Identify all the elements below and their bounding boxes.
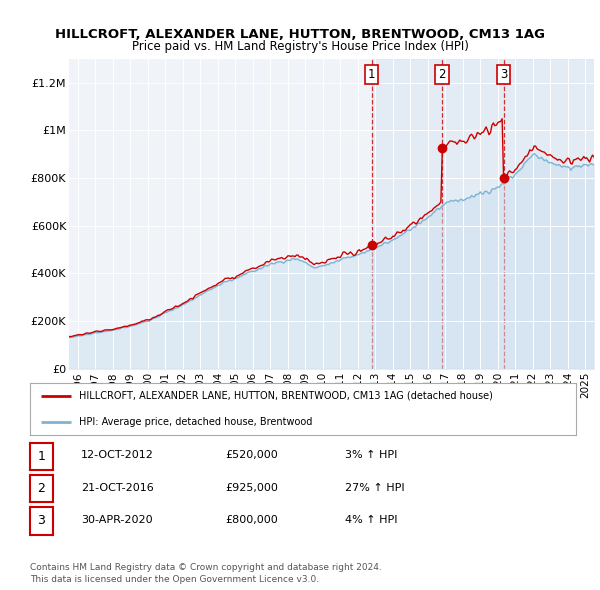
Text: 21-OCT-2016: 21-OCT-2016 xyxy=(81,483,154,493)
Text: HILLCROFT, ALEXANDER LANE, HUTTON, BRENTWOOD, CM13 1AG (detached house): HILLCROFT, ALEXANDER LANE, HUTTON, BRENT… xyxy=(79,391,493,401)
Text: 27% ↑ HPI: 27% ↑ HPI xyxy=(345,483,404,493)
Text: Contains HM Land Registry data © Crown copyright and database right 2024.
This d: Contains HM Land Registry data © Crown c… xyxy=(30,563,382,584)
Text: £800,000: £800,000 xyxy=(225,516,278,525)
Text: 12-OCT-2012: 12-OCT-2012 xyxy=(81,451,154,460)
Text: 1: 1 xyxy=(368,68,376,81)
Text: 2: 2 xyxy=(37,482,46,495)
Bar xyxy=(371,59,594,369)
Text: 1: 1 xyxy=(37,450,46,463)
Text: 3: 3 xyxy=(37,514,46,527)
Text: 2: 2 xyxy=(438,68,446,81)
Text: 30-APR-2020: 30-APR-2020 xyxy=(81,516,152,525)
Text: £520,000: £520,000 xyxy=(225,451,278,460)
Text: £925,000: £925,000 xyxy=(225,483,278,493)
Text: HILLCROFT, ALEXANDER LANE, HUTTON, BRENTWOOD, CM13 1AG: HILLCROFT, ALEXANDER LANE, HUTTON, BRENT… xyxy=(55,28,545,41)
Text: 3% ↑ HPI: 3% ↑ HPI xyxy=(345,451,397,460)
Text: Price paid vs. HM Land Registry's House Price Index (HPI): Price paid vs. HM Land Registry's House … xyxy=(131,40,469,53)
Text: 4% ↑ HPI: 4% ↑ HPI xyxy=(345,516,398,525)
Text: 3: 3 xyxy=(500,68,507,81)
Text: HPI: Average price, detached house, Brentwood: HPI: Average price, detached house, Bren… xyxy=(79,417,313,427)
